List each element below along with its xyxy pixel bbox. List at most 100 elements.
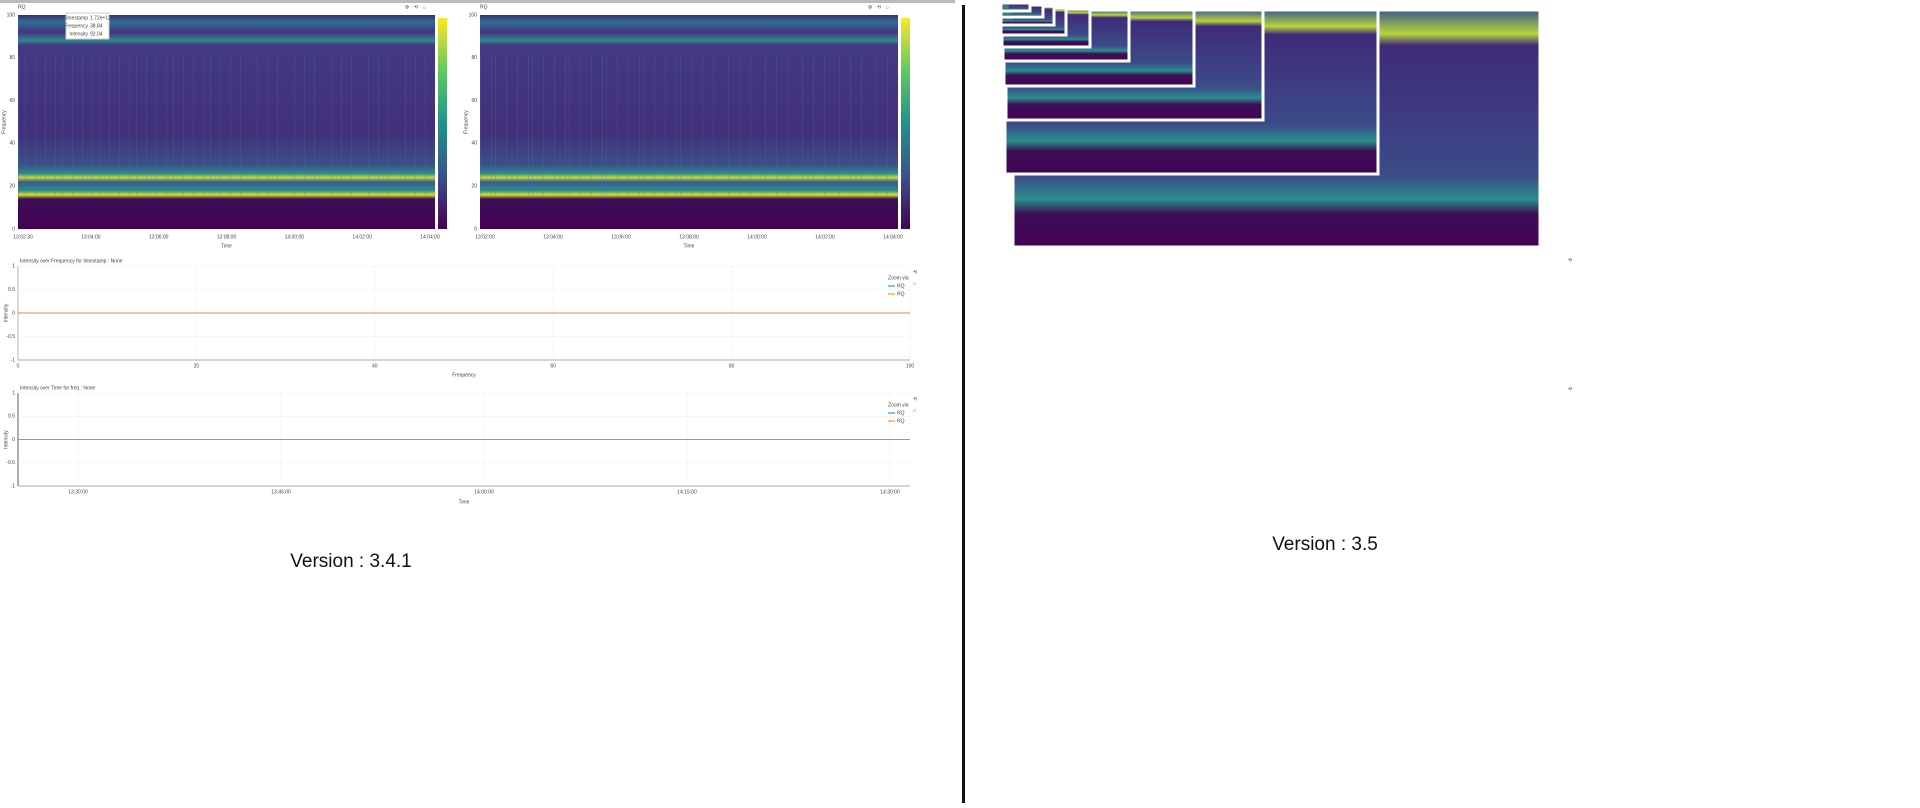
x-tick-label: 14:02:00: [815, 234, 835, 240]
toolbar-icon: ⟲: [1568, 386, 1573, 392]
spectrogram-streak: [415, 55, 416, 195]
spectrogram-streak: [18, 55, 19, 195]
y-tick-label: 1: [12, 390, 15, 396]
spectrogram-streak: [230, 55, 231, 195]
spectrogram-streak: [99, 55, 100, 195]
nested-frame-inset: [1003, 5, 1009, 10]
spectrogram-streak: [569, 55, 570, 195]
top-bar: [0, 0, 955, 3]
y-tick-label: 80: [471, 55, 477, 61]
y-tick-label: 40: [9, 141, 15, 147]
spectrogram-streak: [351, 55, 352, 195]
version-label: Version : 3.5: [1272, 534, 1378, 555]
spectrogram-streak: [750, 55, 751, 195]
toolbar-icon: ⌂: [913, 407, 916, 413]
tooltip-value: 38.84: [90, 23, 103, 29]
x-tick-label: 100: [906, 363, 915, 369]
spectrogram-image: [18, 15, 435, 229]
spectrogram-streak: [156, 55, 157, 195]
y-tick-label: 80: [9, 55, 15, 61]
toolbar-icon: ⊕: [405, 4, 409, 10]
spectrogram-streak: [25, 55, 26, 195]
spectrogram-streak: [554, 55, 555, 195]
x-tick-label: 13:02:00: [475, 234, 495, 240]
spectrogram-streak: [341, 55, 342, 195]
spectrogram-streak: [35, 55, 36, 195]
spectrogram-streak: [728, 55, 729, 195]
axis-label: Frequency: [1, 110, 7, 134]
spectrogram-streak: [543, 55, 544, 195]
y-tick-label: -1: [11, 357, 16, 363]
spectrogram-streak: [92, 55, 93, 195]
x-tick-label: 80: [729, 363, 735, 369]
x-tick-label: 14:00:00: [474, 489, 494, 495]
y-tick-label: 100: [469, 12, 478, 18]
x-tick-label: 14:00:00: [747, 234, 767, 240]
spectrogram-streak: [193, 55, 194, 195]
spectrogram-streak: [405, 55, 406, 195]
spectrogram-streak: [210, 55, 211, 195]
tooltip-value: 1.72e+12: [90, 15, 111, 21]
spectrogram-streak: [183, 55, 184, 195]
spectrogram-streak: [643, 55, 644, 195]
spectrogram-streak: [861, 55, 862, 195]
spectrogram-streak: [119, 55, 120, 195]
spectrogram-streak: [528, 55, 529, 195]
x-tick-label: 14:02:00: [352, 234, 372, 240]
spectrogram-streak: [813, 55, 814, 195]
spectrogram-streak: [62, 55, 63, 195]
y-tick-label: 0: [474, 226, 477, 232]
colorbar: [438, 18, 447, 229]
spectrogram-streak: [532, 55, 533, 195]
spectrogram-streak: [802, 55, 803, 195]
colorbar: [901, 18, 910, 229]
spectrogram-streak: [691, 55, 692, 195]
y-tick-label: 0: [12, 226, 15, 232]
spectrogram-streak: [680, 55, 681, 195]
spectrogram-streak: [166, 55, 167, 195]
axis-label: Time: [459, 499, 470, 505]
nested-frame: [999, 1, 1032, 13]
x-tick-label: 60: [550, 363, 556, 369]
toolbar-icon: ⟲: [913, 396, 918, 402]
spectrogram-streak: [304, 55, 305, 195]
spectrogram-streak: [82, 55, 83, 195]
tooltip-key: Frequency: [64, 23, 88, 29]
spectrogram-streak: [146, 55, 147, 195]
tooltip: [65, 12, 110, 40]
legend-label: RQ: [897, 291, 905, 297]
tooltip-key: Intensity: [69, 31, 88, 37]
spectrogram-image: [480, 15, 898, 229]
legend-title: Zoom via: [888, 402, 909, 408]
spectrogram-streak: [776, 55, 777, 195]
x-tick-label: 13:45:00: [271, 489, 291, 495]
spectrogram-streak: [702, 55, 703, 195]
x-tick-label: 14:30:00: [880, 489, 900, 495]
toolbar-icon: ⟲: [414, 4, 419, 10]
y-tick-label: 0: [12, 437, 15, 443]
spectrogram-streak: [314, 55, 315, 195]
spectrogram-streak: [713, 55, 714, 195]
spectrogram-streak: [876, 55, 877, 195]
spectrogram-streak: [257, 55, 258, 195]
y-tick-label: 60: [471, 98, 477, 104]
x-tick-label: 13:08:00: [217, 234, 237, 240]
spectrogram-streak: [277, 55, 278, 195]
spectrogram-streak: [517, 55, 518, 195]
y-tick-label: 0: [12, 310, 15, 316]
version-label: Version : 3.4.1: [290, 551, 411, 572]
y-tick-label: -0.5: [6, 334, 15, 340]
spectrogram-streak: [55, 55, 56, 195]
x-tick-label: 40: [372, 363, 378, 369]
spectrogram-streak: [839, 55, 840, 195]
spectrogram-streak: [331, 55, 332, 195]
axis-label: Time: [684, 243, 695, 249]
plot-title: Intensity over Time for freq : None: [20, 385, 96, 391]
toolbar-icon: ⌂: [423, 4, 426, 10]
tooltip-key: Timestamp: [63, 15, 88, 21]
spectrogram-streak: [173, 55, 174, 195]
spectrogram-streak: [495, 55, 496, 195]
spectrogram-streak: [136, 55, 137, 195]
spectrogram-streak: [787, 55, 788, 195]
y-tick-label: -1: [11, 483, 16, 489]
